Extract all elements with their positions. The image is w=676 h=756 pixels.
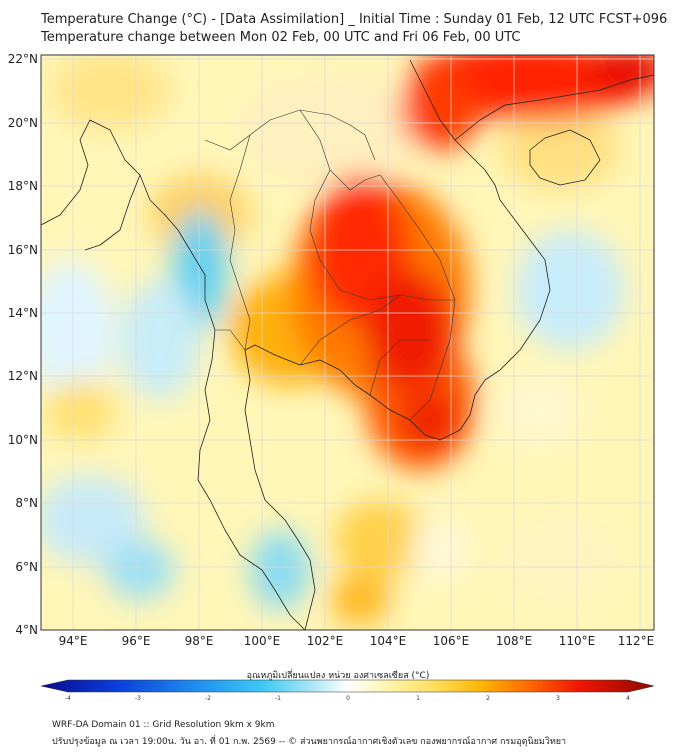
lon-label: 96°E — [122, 634, 151, 648]
coastlines — [41, 59, 654, 630]
lat-label: 22°N — [8, 52, 38, 66]
colorbar-title: อุณหภูมิเปลี่ยนแปลง หน่วย องศาเซลเซียส (… — [246, 671, 430, 681]
graticule — [41, 55, 654, 630]
colorbar-tick: 0 — [346, 695, 350, 702]
colorbar-tick: -1 — [275, 695, 281, 702]
lon-label: 112°E — [618, 634, 655, 648]
map-title-line2: Temperature change between Mon 02 Feb, 0… — [41, 30, 521, 45]
lon-label: 102°E — [307, 634, 344, 648]
country-borders — [204, 109, 456, 421]
lon-label: 106°E — [433, 634, 470, 648]
colorbar: -4 -3 -2 -1 0 1 2 3 4 — [40, 679, 655, 702]
lon-label: 104°E — [370, 634, 407, 648]
lat-label: 8°N — [15, 496, 38, 510]
lat-label: 6°N — [15, 560, 38, 574]
colorbar-tick: 4 — [626, 695, 630, 702]
lon-label: 100°E — [244, 634, 281, 648]
lat-label: 4°N — [15, 623, 38, 637]
lat-label: 10°N — [8, 433, 38, 447]
colorbar-tick: 3 — [556, 695, 560, 702]
lat-label: 18°N — [8, 179, 38, 193]
lat-label: 14°N — [8, 306, 38, 320]
lon-label: 98°E — [185, 634, 214, 648]
colorbar-tick: 1 — [416, 695, 420, 702]
latitude-labels: 22°N 20°N 18°N 16°N 14°N 12°N 10°N 8°N 6… — [8, 52, 38, 637]
map-title-line1: Temperature Change (°C) - [Data Assimila… — [41, 12, 668, 27]
lat-label: 20°N — [8, 116, 38, 130]
temperature-field — [41, 55, 654, 630]
lon-label: 94°E — [59, 634, 88, 648]
footer-update-info: ปรับปรุงข้อมูล ณ เวลา 19:00น. วัน อา. ที… — [52, 737, 567, 747]
footer-domain-info: WRF-DA Domain 01 :: Grid Resolution 9km … — [52, 720, 275, 730]
lon-label: 110°E — [559, 634, 596, 648]
lat-label: 12°N — [8, 369, 38, 383]
longitude-labels: 94°E 96°E 98°E 100°E 102°E 104°E 106°E 1… — [59, 634, 655, 648]
lon-label: 108°E — [496, 634, 533, 648]
colorbar-ticks: -4 -3 -2 -1 0 1 2 3 4 — [65, 695, 630, 702]
map-frame — [40, 54, 655, 631]
colorbar-bar — [40, 679, 655, 693]
lat-label: 16°N — [8, 243, 38, 257]
colorbar-tick: -2 — [205, 695, 211, 702]
colorbar-tick: -4 — [65, 695, 71, 702]
colorbar-tick: 2 — [486, 695, 490, 702]
colorbar-tick: -3 — [135, 695, 141, 702]
